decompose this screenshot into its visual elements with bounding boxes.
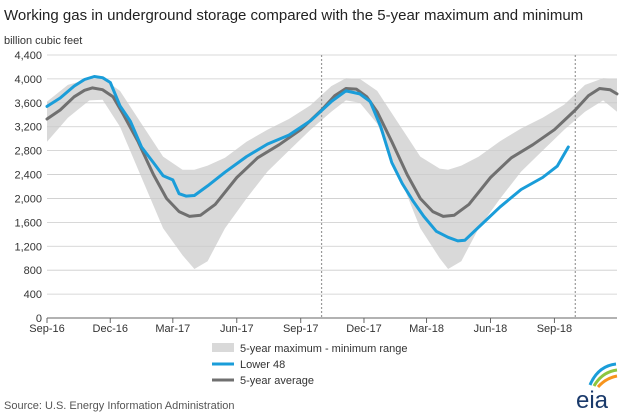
- y-tick-labels: 0 400 800 1,200 1,600 2,000 2,400 2,800 3,200 3,6…: [14, 50, 42, 325]
- logo-arc-orange: [596, 374, 618, 389]
- logo-wordmark: eia: [576, 387, 609, 414]
- eia-logo: eia: [576, 362, 618, 414]
- logo-arc-green: [592, 368, 618, 387]
- legend-average-label: 5-year average: [240, 375, 314, 387]
- x-tick-label: Sep-17: [283, 323, 318, 335]
- range-band: [47, 78, 617, 269]
- axis-layer: [46, 317, 617, 323]
- y-tick-label: 0: [36, 313, 42, 325]
- x-tick-label: Sep-16: [29, 323, 64, 335]
- source-note: Source: U.S. Energy Information Administ…: [4, 400, 235, 412]
- y-tick-label: 2,800: [14, 146, 42, 158]
- chart-title: Working gas in underground storage compa…: [4, 7, 583, 24]
- y-axis-unit-label: billion cubic feet: [4, 35, 82, 47]
- x-tick-label: Jun-17: [220, 323, 254, 335]
- y-tick-label: 3,200: [14, 122, 42, 134]
- x-tick-label: Dec-17: [346, 323, 381, 335]
- y-tick-label: 400: [24, 289, 42, 301]
- y-tick-label: 2,400: [14, 170, 42, 182]
- range-layer: [47, 78, 617, 269]
- y-tick-label: 1,200: [14, 241, 42, 253]
- y-tick-label: 800: [24, 265, 42, 277]
- y-tick-label: 1,600: [14, 217, 42, 229]
- series-line-5yr-average: [45, 86, 619, 218]
- legend: 5-year maximum - minimum range Lower 48 …: [212, 343, 407, 387]
- y-tick-label: 4,000: [14, 74, 42, 86]
- y-tick-label: 4,400: [14, 50, 42, 62]
- legend-range-label: 5-year maximum - minimum range: [240, 343, 407, 355]
- x-tick-label: Jun-18: [474, 323, 508, 335]
- y-tick-label: 2,000: [14, 193, 42, 205]
- x-tick-label: Sep-18: [537, 323, 572, 335]
- legend-lower48-label: Lower 48: [240, 359, 285, 371]
- series-line-lower48: [45, 75, 570, 243]
- x-tick-label: Dec-16: [93, 323, 128, 335]
- logo-arc-blue: [588, 362, 617, 386]
- legend-range-swatch: [212, 343, 234, 352]
- x-tick-label: Mar-17: [155, 323, 190, 335]
- series-layer: [45, 75, 619, 243]
- x-tick-label: Mar-18: [409, 323, 444, 335]
- y-tick-label: 3,600: [14, 98, 42, 110]
- x-tick-labels: Sep-16 Dec-16 Mar-17 Jun-17 Sep-17 Dec-17 Mar-…: [29, 323, 572, 335]
